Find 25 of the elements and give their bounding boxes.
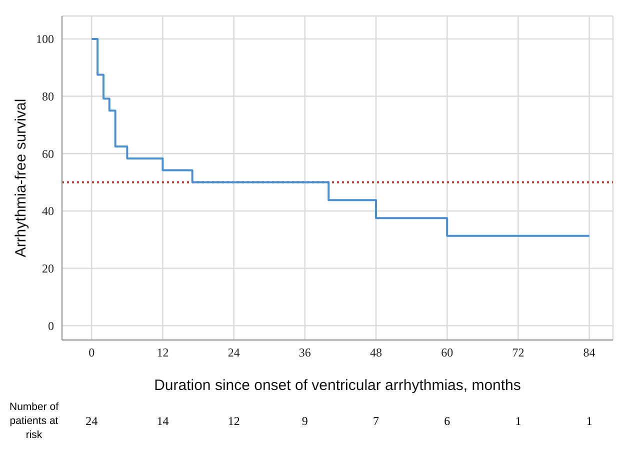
text: 1 <box>585 414 594 429</box>
x-tick-label: 84 <box>583 346 596 360</box>
text: 12 <box>226 414 241 429</box>
y-tick-label: 40 <box>42 204 54 218</box>
x-axis-title: Duration since onset of ventricular arrhythmias, months <box>154 377 521 394</box>
text: 6 <box>443 414 452 429</box>
text: 9 <box>300 414 309 429</box>
x-tick-label: 36 <box>298 346 311 360</box>
x-tick-label: 60 <box>441 346 454 360</box>
y-tick-label: 80 <box>42 90 54 104</box>
text: 24 <box>84 414 99 429</box>
x-tick-label: 72 <box>512 346 524 360</box>
text: 14 <box>156 414 170 429</box>
y-tick-label: 100 <box>36 32 54 46</box>
text: Number of patients at risk <box>8 400 60 442</box>
y-tick-label: 0 <box>48 318 54 333</box>
y-tick-label: 60 <box>42 146 54 161</box>
x-tick-label: 48 <box>370 346 382 360</box>
y-tick-label: 20 <box>42 262 54 276</box>
text: 1 <box>514 414 522 429</box>
x-tick-label: 0 <box>88 346 95 360</box>
text: 7 <box>372 414 380 429</box>
x-tick-label: 24 <box>228 346 240 360</box>
x-tick-label: 12 <box>156 346 169 360</box>
y-axis-title: Arrhythmia-free survival <box>12 98 30 258</box>
